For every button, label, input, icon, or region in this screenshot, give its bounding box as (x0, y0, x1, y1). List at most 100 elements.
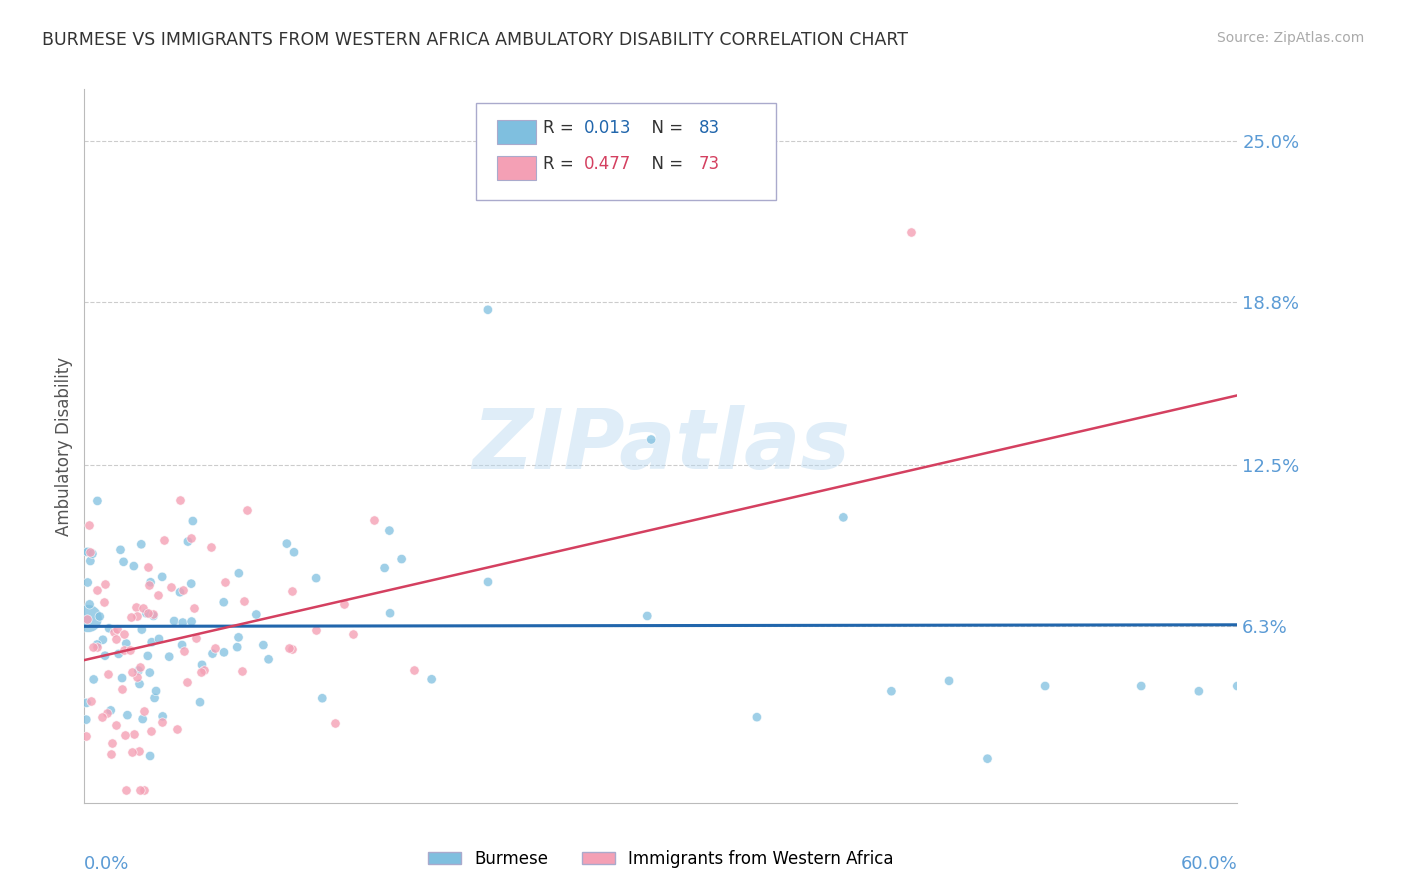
Point (157, 649, 180, 664)
Text: R =: R = (543, 155, 579, 173)
Point (204, 641, 226, 656)
Point (281, 583, 304, 598)
Text: BURMESE VS IMMIGRANTS FROM WESTERN AFRICA AMBULATORY DISABILITY CORRELATION CHAR: BURMESE VS IMMIGRANTS FROM WESTERN AFRIC… (42, 31, 908, 49)
Point (100, 703, 122, 717)
Point (226, 640, 249, 655)
Point (332, 597, 354, 611)
Point (181, 514, 204, 528)
Point (139, 749, 162, 764)
Point (188, 695, 211, 709)
Point (180, 615, 202, 629)
Point (139, 665, 162, 680)
Point (94, 648, 117, 663)
FancyBboxPatch shape (498, 120, 536, 145)
Text: 0.013: 0.013 (583, 120, 631, 137)
Point (141, 724, 163, 739)
Point (100, 747, 122, 761)
Point (103, 624, 125, 639)
Point (75, 729, 97, 743)
Point (1033, 679, 1056, 693)
Point (79, 598, 101, 612)
Point (117, 708, 139, 723)
Point (374, 561, 396, 575)
Point (172, 638, 194, 652)
Point (176, 675, 198, 690)
Point (172, 582, 194, 597)
Point (146, 588, 169, 602)
Point (160, 580, 183, 594)
Point (173, 644, 195, 658)
Point (139, 575, 162, 590)
Y-axis label: Ambulatory Disability: Ambulatory Disability (55, 357, 73, 535)
Text: N =: N = (641, 120, 689, 137)
Point (94, 577, 117, 591)
Point (76, 545, 98, 559)
Point (276, 536, 298, 550)
Point (832, 510, 855, 524)
Point (212, 645, 235, 659)
Point (378, 606, 401, 620)
Point (900, 225, 922, 239)
Text: 0.477: 0.477 (583, 155, 631, 173)
Point (152, 533, 174, 547)
Point (280, 642, 302, 657)
Point (880, 684, 903, 698)
Point (121, 665, 143, 679)
Point (283, 545, 305, 559)
Text: 83: 83 (699, 120, 720, 137)
Point (305, 623, 328, 637)
Point (180, 576, 202, 591)
Point (121, 745, 143, 759)
Point (93, 595, 115, 609)
Point (101, 736, 124, 750)
Text: N =: N = (641, 155, 689, 173)
Point (138, 560, 160, 574)
Point (212, 595, 235, 609)
Point (342, 626, 364, 640)
Point (76, 612, 98, 626)
Point (128, 660, 150, 674)
Point (105, 717, 128, 731)
Point (152, 709, 174, 723)
Point (77, 518, 100, 533)
Point (96, 667, 118, 681)
Text: R =: R = (543, 120, 579, 137)
Point (86, 638, 108, 652)
Point (142, 608, 165, 623)
Point (640, 433, 662, 447)
Point (131, 623, 153, 637)
Point (112, 555, 135, 569)
Point (128, 677, 150, 691)
Point (236, 503, 259, 517)
Point (114, 728, 136, 742)
Point (122, 559, 145, 574)
Point (232, 593, 254, 607)
Point (129, 782, 152, 797)
Point (96, 706, 118, 720)
Point (311, 691, 333, 706)
Text: Source: ZipAtlas.com: Source: ZipAtlas.com (1216, 31, 1364, 45)
Point (391, 552, 413, 566)
Point (183, 601, 205, 615)
Point (141, 635, 163, 649)
Point (636, 609, 658, 624)
Point (86, 582, 108, 597)
Text: 60.0%: 60.0% (1181, 855, 1237, 872)
Point (82, 547, 104, 561)
Point (79, 554, 101, 568)
Point (90, 710, 112, 724)
Point (169, 493, 191, 508)
Point (138, 578, 160, 592)
Point (134, 705, 156, 719)
FancyBboxPatch shape (498, 155, 536, 180)
Point (143, 690, 166, 705)
Legend: Burmese, Immigrants from Western Africa: Burmese, Immigrants from Western Africa (420, 844, 901, 875)
Point (83, 673, 105, 687)
Point (172, 615, 194, 630)
Point (127, 609, 149, 624)
Point (1226, 679, 1249, 693)
Point (477, 302, 499, 317)
Point (82, 640, 104, 654)
Point (80, 694, 103, 708)
Point (177, 534, 200, 549)
